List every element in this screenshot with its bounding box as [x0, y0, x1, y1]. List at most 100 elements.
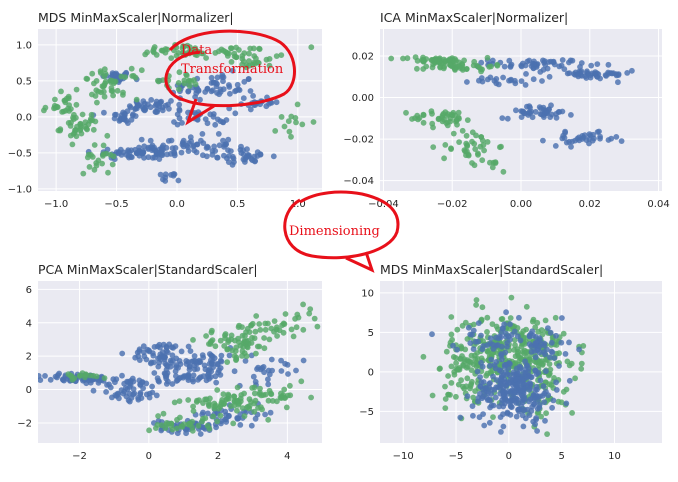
data-point-blue [215, 131, 222, 137]
data-point-blue [516, 363, 523, 370]
data-point-blue [179, 141, 186, 148]
data-point-green [249, 334, 255, 341]
data-point-green [419, 57, 425, 64]
data-point-green [265, 397, 272, 404]
data-point-blue [220, 137, 226, 144]
data-point-green [61, 97, 68, 104]
data-point-green [288, 133, 294, 140]
data-point-green [224, 346, 231, 353]
data-point-blue [204, 153, 210, 160]
data-point-green [102, 78, 109, 85]
data-point-blue [498, 351, 504, 357]
data-point-green [535, 328, 541, 335]
data-point-green [494, 62, 501, 69]
data-point-blue [125, 154, 132, 161]
data-point-green [489, 164, 496, 171]
data-point-blue [470, 346, 477, 352]
data-point-blue [478, 332, 484, 339]
data-point-blue [209, 87, 216, 94]
data-point-blue [139, 379, 146, 385]
data-point-blue [519, 412, 526, 419]
data-point-blue [165, 101, 171, 108]
data-point-blue [134, 105, 140, 112]
data-point-green [470, 321, 477, 328]
data-point-green [484, 329, 490, 335]
data-point-green [300, 326, 307, 333]
data-point-blue [132, 146, 139, 153]
data-point-blue [517, 337, 524, 344]
data-point-blue [226, 352, 233, 359]
data-point-green [242, 332, 248, 339]
data-point-green [217, 337, 224, 344]
data-point-blue [556, 363, 562, 369]
data-point-blue [500, 325, 506, 332]
x-tick-label: −0.5 [104, 199, 128, 210]
data-point-blue [470, 412, 476, 419]
data-point-blue [163, 381, 170, 387]
data-point-green [59, 109, 65, 115]
data-point-blue [522, 82, 529, 88]
data-point-blue [516, 314, 522, 321]
data-point-blue [504, 371, 511, 377]
data-point-green [293, 324, 300, 331]
data-point-blue [214, 74, 221, 81]
data-point-green [462, 148, 468, 155]
data-point-blue [512, 80, 519, 87]
data-point-blue [615, 79, 621, 86]
data-point-blue [144, 346, 151, 353]
data-point-blue [504, 115, 511, 122]
data-point-blue [125, 120, 131, 126]
data-point-blue [141, 154, 147, 161]
data-point-green [236, 47, 242, 53]
data-point-green [450, 130, 457, 137]
data-point-green [449, 63, 455, 70]
data-point-blue [116, 150, 122, 157]
data-point-blue [176, 101, 183, 108]
data-point-blue [247, 106, 254, 113]
data-point-blue [567, 57, 574, 64]
data-point-blue [242, 159, 248, 165]
data-point-green [458, 377, 464, 384]
data-point-green [243, 338, 250, 345]
data-point-blue [216, 367, 222, 374]
data-point-green [464, 375, 471, 382]
data-point-blue [559, 315, 565, 321]
data-point-blue [489, 341, 496, 348]
data-point-green [484, 139, 491, 145]
scatter-points [38, 301, 321, 437]
data-point-green [233, 354, 240, 361]
data-point-blue [42, 373, 48, 379]
data-point-green [84, 76, 91, 82]
data-point-blue [532, 109, 539, 115]
data-point-green [252, 397, 259, 404]
data-point-blue [541, 390, 548, 397]
data-point-blue [553, 379, 559, 386]
data-point-blue [160, 146, 167, 153]
data-point-green [181, 421, 187, 427]
data-point-green [529, 318, 536, 325]
data-point-green [299, 121, 306, 128]
data-point-blue [147, 104, 154, 111]
data-point-blue [520, 423, 527, 430]
data-point-blue [217, 357, 224, 364]
plot-title: MDS MinMaxScaler|StandardScaler| [380, 262, 603, 277]
callout-ellipse [283, 190, 400, 260]
data-point-green [488, 63, 494, 70]
data-point-blue [475, 338, 481, 345]
data-point-green [70, 116, 77, 122]
data-point-blue [156, 378, 162, 385]
data-point-green [168, 55, 175, 61]
data-point-green [240, 58, 247, 65]
data-point-green [52, 96, 58, 103]
data-point-green [429, 120, 436, 127]
data-point-green [472, 388, 478, 394]
data-point-blue [47, 376, 54, 383]
data-point-blue [233, 87, 240, 94]
data-point-green [138, 67, 145, 74]
callout-ellipse [164, 29, 296, 108]
data-point-green [262, 326, 269, 333]
data-point-green [158, 47, 165, 54]
data-point-blue [140, 106, 147, 113]
data-point-blue [159, 107, 166, 114]
data-point-green [231, 393, 238, 400]
